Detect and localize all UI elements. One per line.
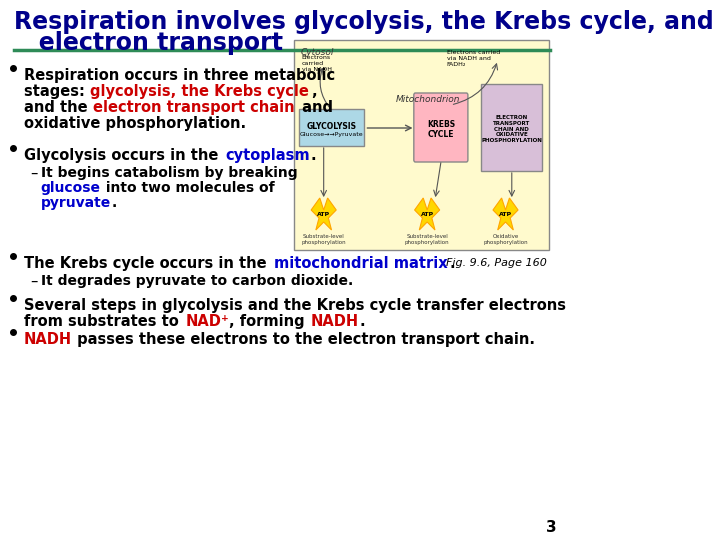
Text: glucose: glucose xyxy=(41,181,101,195)
Text: Electrons carried
via NADH and
FADH₂: Electrons carried via NADH and FADH₂ xyxy=(446,50,500,66)
Text: ELECTRON
TRANSPORT
CHAIN AND
OXIDATIVE
PHOSPHORYLATION: ELECTRON TRANSPORT CHAIN AND OXIDATIVE P… xyxy=(482,115,542,143)
Text: Substrate-level
phosphorylation: Substrate-level phosphorylation xyxy=(405,234,449,245)
Text: glycolysis, the Krebs cycle: glycolysis, the Krebs cycle xyxy=(90,84,309,99)
Text: Oxidative
phosphorylation: Oxidative phosphorylation xyxy=(483,234,528,245)
Text: oxidative phosphorylation.: oxidative phosphorylation. xyxy=(24,116,246,131)
Text: and: and xyxy=(297,100,333,115)
Text: Substrate-level
phosphorylation: Substrate-level phosphorylation xyxy=(302,234,346,245)
Text: NADH: NADH xyxy=(311,314,359,329)
Text: Fig. 9.6, Page 160: Fig. 9.6, Page 160 xyxy=(446,258,547,268)
Text: Mitochondrion: Mitochondrion xyxy=(396,95,460,104)
Text: .: . xyxy=(112,196,117,210)
Text: Glucose→→Pyruvate: Glucose→→Pyruvate xyxy=(300,132,364,137)
Text: Respiration involves glycolysis, the Krebs cycle, and: Respiration involves glycolysis, the Kre… xyxy=(14,10,714,34)
Text: ⁺: ⁺ xyxy=(222,314,229,329)
Text: It degrades pyruvate to carbon dioxide.: It degrades pyruvate to carbon dioxide. xyxy=(41,274,353,288)
Text: mitochondrial matrix: mitochondrial matrix xyxy=(274,256,448,271)
Text: GLYCOLYSIS: GLYCOLYSIS xyxy=(307,122,356,131)
Text: The Krebs cycle occurs in the: The Krebs cycle occurs in the xyxy=(24,256,271,271)
Text: Glycolysis occurs in the: Glycolysis occurs in the xyxy=(24,148,223,163)
Text: .: . xyxy=(311,148,317,163)
Polygon shape xyxy=(415,198,440,230)
Text: ATP: ATP xyxy=(317,213,330,218)
FancyBboxPatch shape xyxy=(300,109,364,146)
Text: NADH: NADH xyxy=(24,332,71,347)
Text: ATP: ATP xyxy=(420,213,433,218)
FancyBboxPatch shape xyxy=(414,93,468,162)
Text: cytoplasm: cytoplasm xyxy=(225,148,310,163)
Text: .: . xyxy=(450,256,455,271)
Text: NAD: NAD xyxy=(185,314,221,329)
Text: electron transport chain: electron transport chain xyxy=(93,100,294,115)
Text: It begins catabolism by breaking: It begins catabolism by breaking xyxy=(41,166,297,180)
Text: Respiration occurs in three metabolic: Respiration occurs in three metabolic xyxy=(24,68,335,83)
Text: stages:: stages: xyxy=(24,84,89,99)
Text: Cytosol: Cytosol xyxy=(300,48,333,57)
Text: ,: , xyxy=(312,84,318,99)
Text: into two molecules of: into two molecules of xyxy=(102,181,275,195)
FancyBboxPatch shape xyxy=(481,84,541,171)
Text: and the: and the xyxy=(24,100,92,115)
Text: 3: 3 xyxy=(546,520,557,535)
Text: .: . xyxy=(360,314,365,329)
Text: Electrons
carried
via NADH: Electrons carried via NADH xyxy=(302,55,332,72)
Text: pyruvate: pyruvate xyxy=(41,196,111,210)
Text: from substrates to: from substrates to xyxy=(24,314,184,329)
Text: , forming: , forming xyxy=(229,314,310,329)
Text: –: – xyxy=(30,274,37,289)
FancyBboxPatch shape xyxy=(294,40,549,250)
Text: KREBS
CYCLE: KREBS CYCLE xyxy=(427,120,455,139)
Text: ATP: ATP xyxy=(499,213,512,218)
Polygon shape xyxy=(311,198,336,230)
Text: Several steps in glycolysis and the Krebs cycle transfer electrons: Several steps in glycolysis and the Kreb… xyxy=(24,298,565,313)
Text: passes these electrons to the electron transport chain.: passes these electrons to the electron t… xyxy=(72,332,535,347)
Text: electron transport: electron transport xyxy=(14,31,283,55)
Text: –: – xyxy=(30,166,37,181)
Polygon shape xyxy=(493,198,518,230)
